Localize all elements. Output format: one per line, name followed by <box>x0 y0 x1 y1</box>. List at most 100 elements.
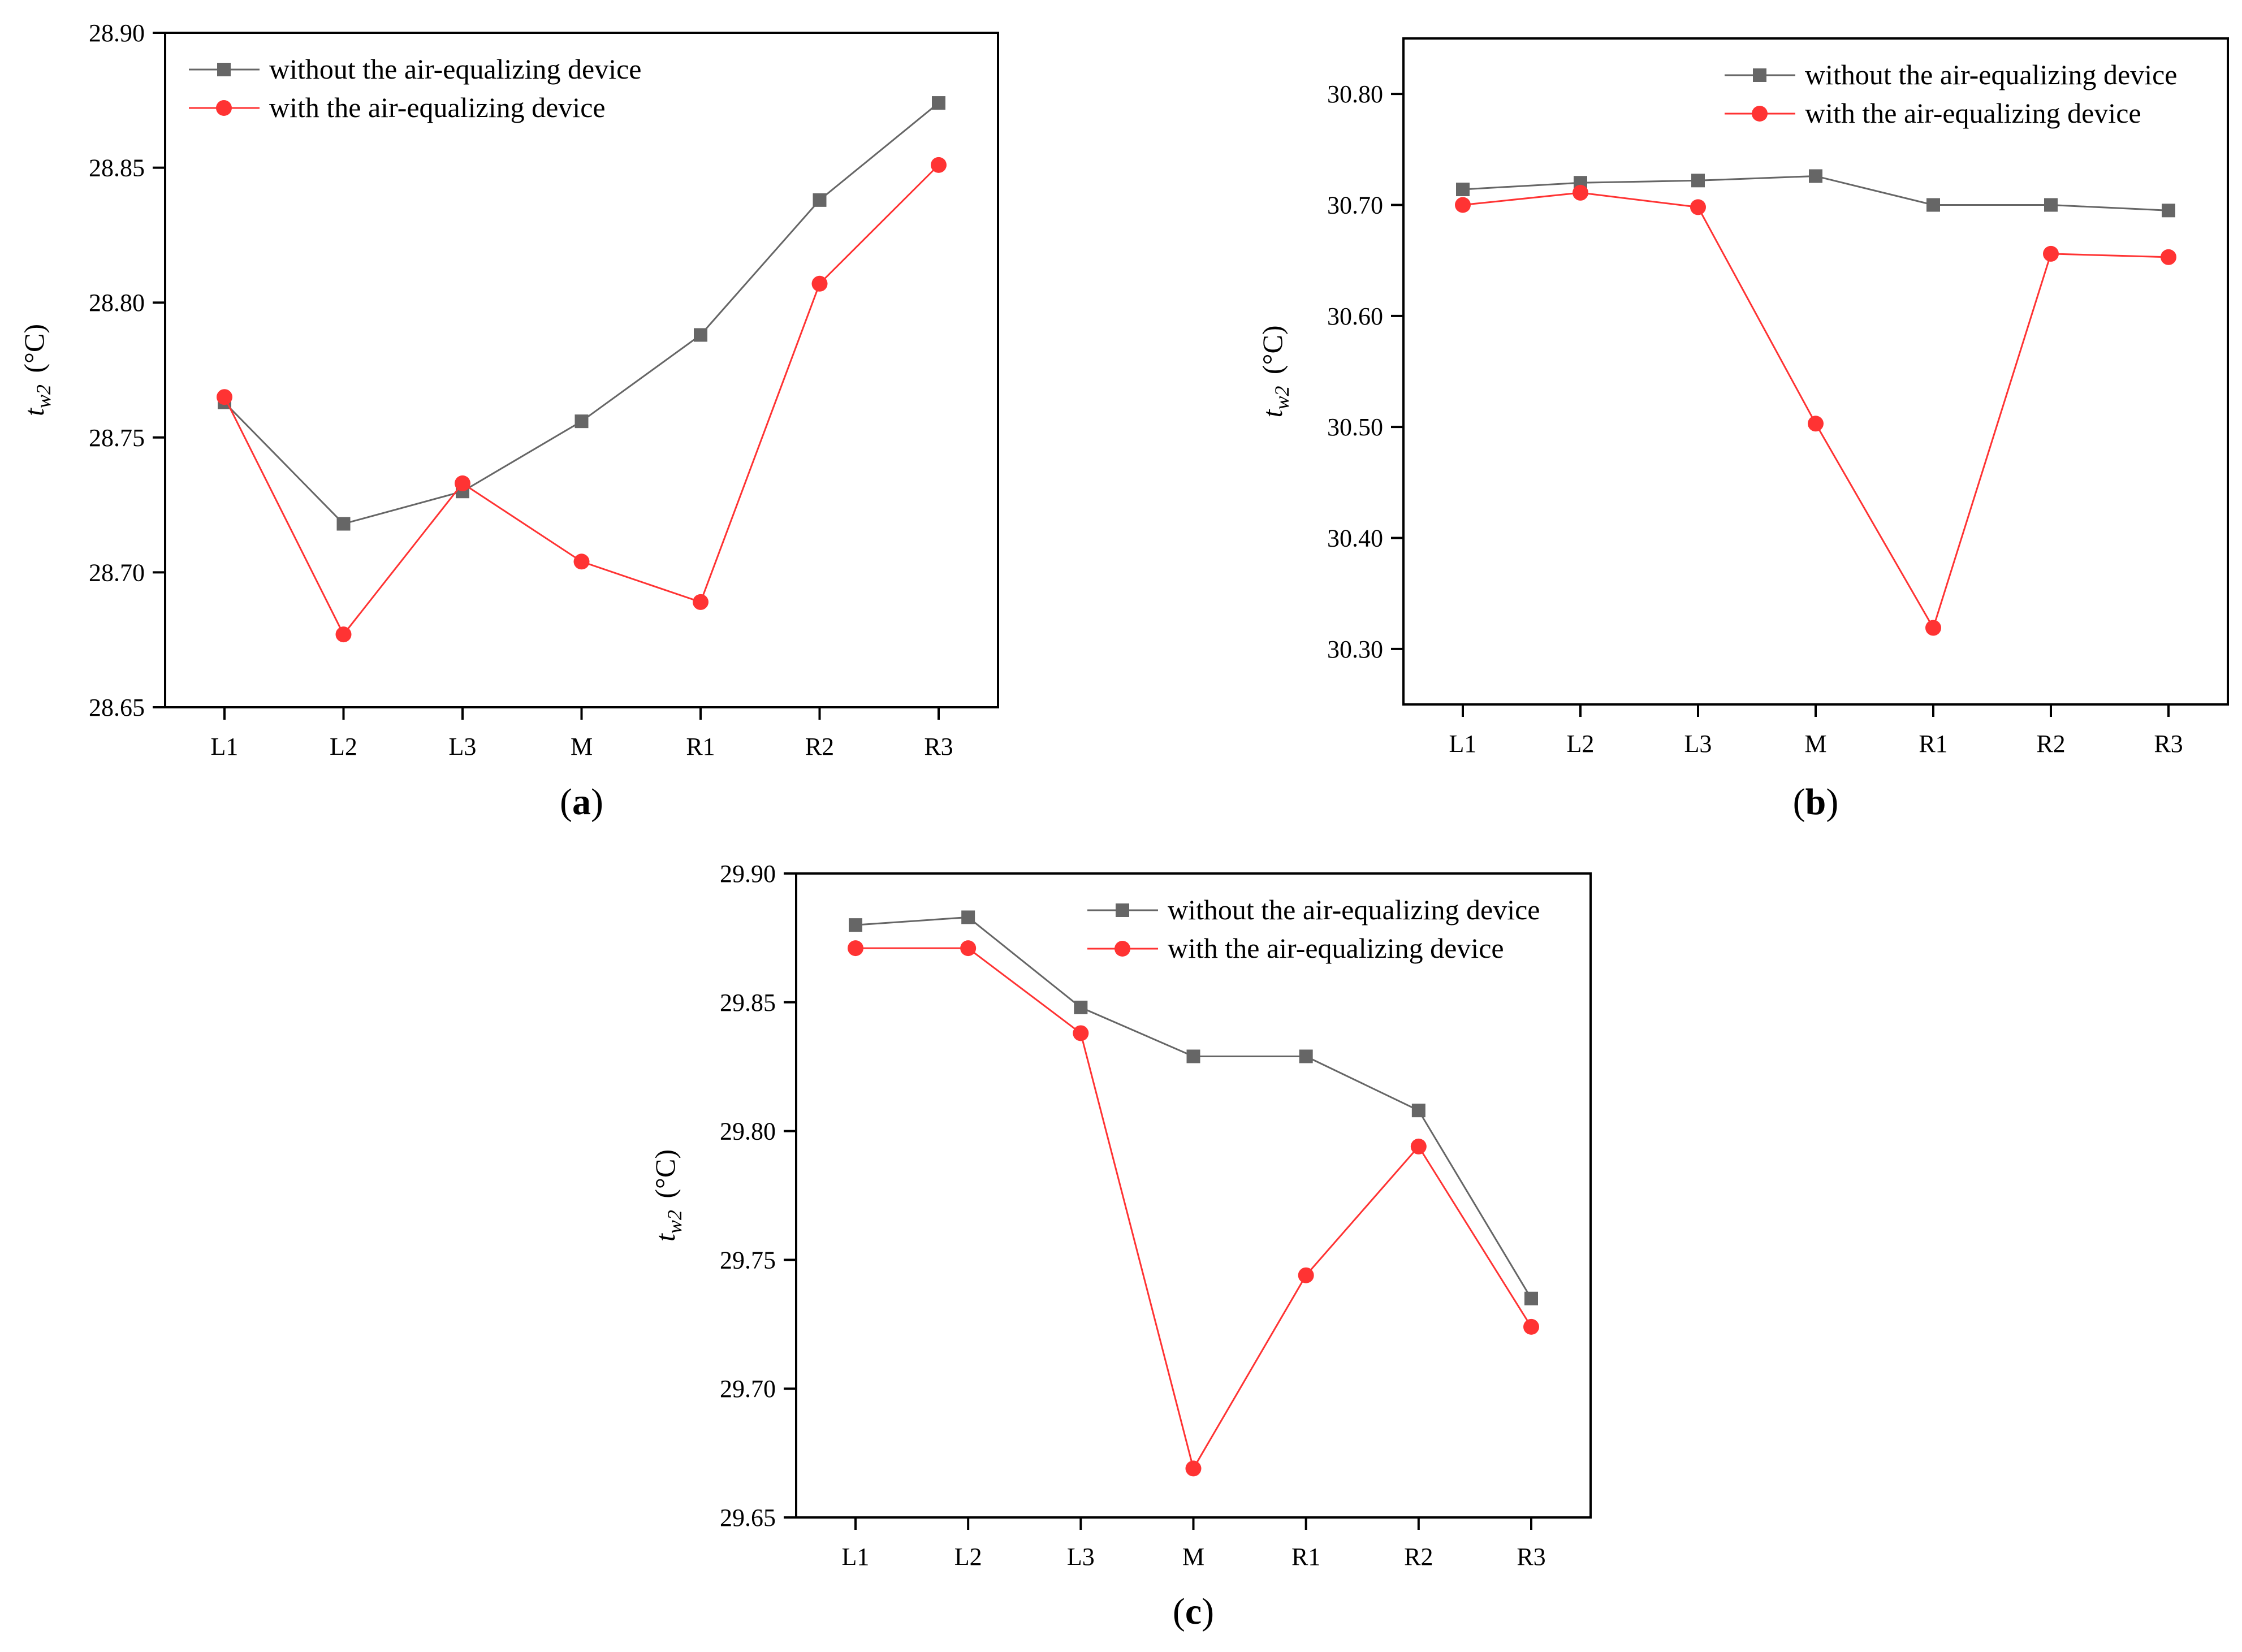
data-point-with-device <box>455 475 470 491</box>
data-point-with-device <box>1523 1318 1539 1335</box>
legend-entry: with the air-equalizing device <box>1805 97 2141 129</box>
data-point-with-device <box>1690 199 1706 215</box>
data-point-without-device <box>1186 1049 1200 1063</box>
data-point-without-device <box>1926 198 1940 212</box>
x-tick-label: L2 <box>330 733 357 760</box>
legend-entry: with the air-equalizing device <box>269 92 606 123</box>
y-axis-label-unit: (°C) <box>1256 325 1288 381</box>
data-point-with-device <box>1073 1025 1089 1041</box>
chart-panel-c: 29.65 29.70 29.75 29.80 29.85 29.90 L1 L2 L3 M R1 R… <box>649 860 1592 1632</box>
y-tick-label: 30.70 <box>1327 192 1383 219</box>
y-tick-label: 30.50 <box>1327 413 1383 441</box>
data-point-without-device <box>1411 1104 1425 1118</box>
legend-entry: without the air-equalizing device <box>1168 894 1540 926</box>
plot-frame <box>795 872 1592 1519</box>
chart-panel-a: 28.65 28.70 28.75 28.80 28.85 28.90 L1 L2 L3 M R1 R… <box>18 19 999 823</box>
x-tick-label: M <box>571 733 593 760</box>
data-point-with-device <box>1925 620 1941 636</box>
series-line-with-device <box>1462 192 2169 630</box>
y-axis-label: tw2 (°C) <box>18 324 55 416</box>
x-tick-label: L1 <box>211 733 239 760</box>
panel-label: (b) <box>1793 781 1839 823</box>
y-axis-label-subscript: w2 <box>1271 386 1293 410</box>
data-point-with-device <box>1185 1460 1202 1477</box>
data-point-with-device <box>1808 416 1824 432</box>
data-point-with-device <box>848 940 863 957</box>
panel-label-close-paren: ) <box>1826 781 1838 823</box>
legend-marker-square <box>1753 68 1766 82</box>
y-tick-label: 28.80 <box>89 289 145 317</box>
panel-label-open-paren: ( <box>1173 1591 1185 1632</box>
y-tick-label: 28.65 <box>89 694 145 721</box>
legend: without the air-equalizing device with th… <box>189 53 641 123</box>
x-tick-label: L1 <box>1449 730 1477 758</box>
data-point-without-device <box>574 414 589 429</box>
panel-label-letter: c <box>1185 1591 1202 1632</box>
x-tick-label: L1 <box>842 1543 870 1571</box>
x-tick-label: R1 <box>1291 1543 1320 1571</box>
data-point-without-device <box>1074 1000 1088 1014</box>
y-axis-label: tw2 (°C) <box>649 1149 686 1242</box>
data-point-with-device <box>2161 249 2176 265</box>
legend: without the air-equalizing device with th… <box>1087 894 1540 964</box>
legend-marker-square <box>1116 903 1129 917</box>
y-tick-label: 29.70 <box>720 1375 776 1403</box>
legend-marker-square <box>217 63 231 76</box>
y-tick-label: 29.85 <box>720 989 776 1017</box>
y-tick-label: 29.80 <box>720 1118 776 1145</box>
legend: without the air-equalizing device with th… <box>1725 59 2177 129</box>
x-tick-label: R2 <box>2036 730 2065 758</box>
data-point-without-device <box>694 328 707 342</box>
y-axis-label-subscript: w2 <box>663 1210 686 1234</box>
data-point-without-device <box>2044 198 2058 212</box>
data-point-with-device <box>335 626 352 643</box>
y-tick-label: 29.75 <box>720 1246 776 1274</box>
x-tick-label: L2 <box>1567 730 1595 758</box>
y-tick-label: 30.30 <box>1327 635 1383 663</box>
data-point-without-device <box>1809 169 1822 183</box>
x-tick-label: R1 <box>686 733 715 760</box>
data-point-with-device <box>1410 1138 1427 1154</box>
y-tick-label: 29.90 <box>720 860 776 888</box>
plot-frame <box>1402 37 2229 706</box>
x-tick-label: R1 <box>1919 730 1947 758</box>
data-point-with-device <box>811 275 828 292</box>
data-point-with-device <box>693 594 709 610</box>
x-tick-label: L3 <box>1067 1543 1095 1571</box>
data-point-with-device <box>1573 184 1588 201</box>
data-point-with-device <box>2043 245 2059 262</box>
series-line-without-device <box>855 916 1532 1299</box>
panel-label-close-paren: ) <box>1202 1591 1214 1632</box>
data-point-without-device <box>849 918 862 932</box>
legend-entry: without the air-equalizing device <box>269 53 641 85</box>
data-point-without-device <box>2162 204 2175 218</box>
y-axis-label: tw2 (°C) <box>1256 325 1293 417</box>
y-tick-label: 30.60 <box>1327 302 1383 330</box>
y-tick-label: 28.75 <box>89 424 145 452</box>
panel-label-letter: a <box>572 781 591 823</box>
y-tick-label: 30.80 <box>1327 80 1383 108</box>
y-axis-label-symbol: t <box>18 408 50 416</box>
legend-entry: with the air-equalizing device <box>1168 932 1504 964</box>
legend-marker-circle <box>1752 106 1768 122</box>
x-tick-label: R3 <box>1517 1543 1545 1571</box>
y-axis-label-symbol: t <box>1256 409 1288 418</box>
x-tick-label: R2 <box>1404 1543 1433 1571</box>
y-axis-label-unit: (°C) <box>18 324 50 380</box>
series-line-without-device <box>223 102 939 525</box>
x-tick-label: M <box>1182 1543 1204 1571</box>
x-tick-label: M <box>1804 730 1826 758</box>
x-tick-label: R2 <box>805 733 834 760</box>
data-point-with-device <box>960 940 977 957</box>
panel-label: (a) <box>560 781 603 823</box>
x-tick-label: R3 <box>2154 730 2183 758</box>
data-point-without-device <box>961 910 975 924</box>
panel-label-open-paren: ( <box>560 781 572 823</box>
plot-frame <box>164 32 999 708</box>
data-point-without-device <box>813 193 827 207</box>
data-point-without-device <box>1299 1049 1313 1063</box>
data-point-with-device <box>931 157 947 173</box>
y-axis-label-subscript: w2 <box>32 384 55 408</box>
x-tick-label: R3 <box>924 733 953 760</box>
